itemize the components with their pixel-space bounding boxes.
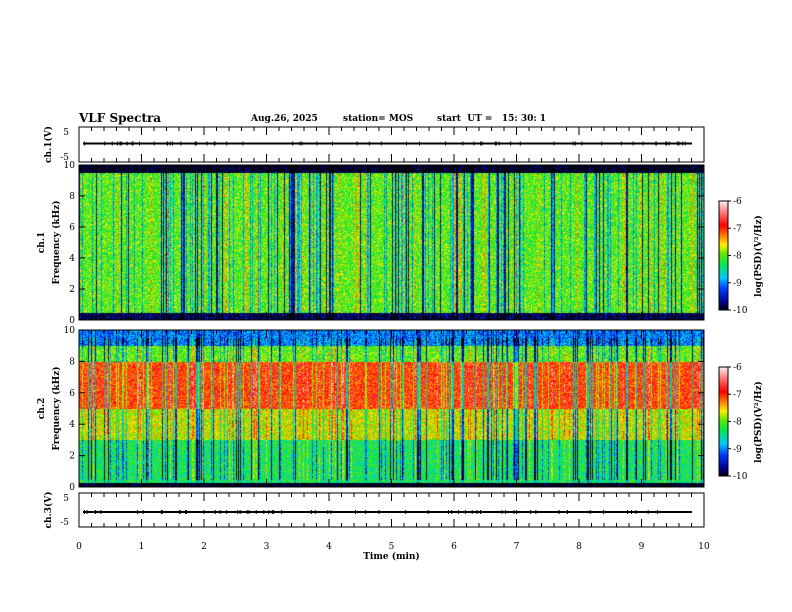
y-tick-label: 0 (69, 483, 75, 493)
y-tick-label: 2 (69, 452, 75, 462)
y-tick-label: 5 (63, 494, 69, 504)
x-tick-label: 3 (264, 542, 270, 552)
y-axis-label-frequency: Frequency (kHz) (51, 366, 62, 450)
y-axis-label-channel: ch.2 (37, 398, 47, 419)
y-tick-label: -5 (60, 518, 69, 528)
colorbar-tick-label: -8 (733, 252, 742, 262)
x-tick-label: 9 (639, 542, 645, 552)
x-axis-label: Time (min) (363, 551, 420, 562)
y-tick-label: -5 (60, 153, 69, 163)
ch2-colorbar (719, 367, 728, 476)
x-tick-label: 7 (514, 542, 520, 552)
ch1-colorbar (719, 201, 728, 310)
colorbar-frame (718, 200, 729, 311)
colorbar-frame (718, 366, 729, 477)
y-axis-label-channel: ch.1 (37, 232, 47, 253)
x-tick-label: 10 (698, 542, 710, 552)
colorbar-tick-label: -10 (733, 306, 748, 316)
y-axis-label: ch.1(V) (43, 126, 54, 163)
x-tick-label: 0 (76, 542, 82, 552)
y-tick-label: 10 (64, 161, 76, 171)
colorbar-tick-label: -6 (733, 363, 742, 373)
y-tick-label: 6 (69, 223, 75, 233)
colorbar-tick-label: -9 (733, 445, 742, 455)
colorbar-label: log(PSD)(V²/Hz) (753, 381, 764, 463)
y-tick-label: 6 (69, 389, 75, 399)
y-axis-label: ch.3(V) (43, 492, 54, 529)
start-time-label: start UT = 15: 30: 1 (437, 114, 547, 124)
colorbar-label: log(PSD)(V²/Hz) (753, 215, 764, 297)
y-tick-label: 2 (69, 285, 75, 295)
ch2-spectrogram (79, 330, 704, 487)
ch1-spectrogram (79, 165, 704, 320)
colorbar-tick-label: -7 (733, 390, 742, 400)
panel-frame-1 (78, 164, 705, 321)
y-tick-label: 5 (63, 128, 69, 138)
y-axis-label-frequency: Frequency (kHz) (51, 200, 62, 284)
colorbar-tick-label: -9 (733, 279, 742, 289)
panel-frame-2 (78, 329, 705, 488)
x-tick-label: 6 (451, 542, 457, 552)
x-tick-label: 2 (201, 542, 207, 552)
y-tick-label: 10 (64, 326, 76, 336)
x-tick-label: 8 (576, 542, 582, 552)
colorbar-tick-label: -10 (733, 472, 748, 482)
date-label: Aug.26, 2025 (251, 114, 318, 124)
x-tick-label: 4 (326, 542, 332, 552)
x-tick-label: 1 (139, 542, 145, 552)
y-tick-label: 4 (69, 420, 75, 430)
colorbar-tick-label: -7 (733, 224, 742, 234)
y-tick-label: 0 (69, 316, 75, 326)
figure-title: VLF Spectra (79, 111, 162, 125)
y-tick-label: 4 (69, 254, 75, 264)
y-tick-label: 8 (69, 357, 75, 367)
station-label: station= MOS (343, 114, 414, 124)
y-tick-label: 8 (69, 192, 75, 202)
x-tick-label: 5 (389, 542, 395, 552)
colorbar-tick-label: -8 (733, 418, 742, 428)
colorbar-tick-label: -6 (733, 197, 742, 207)
